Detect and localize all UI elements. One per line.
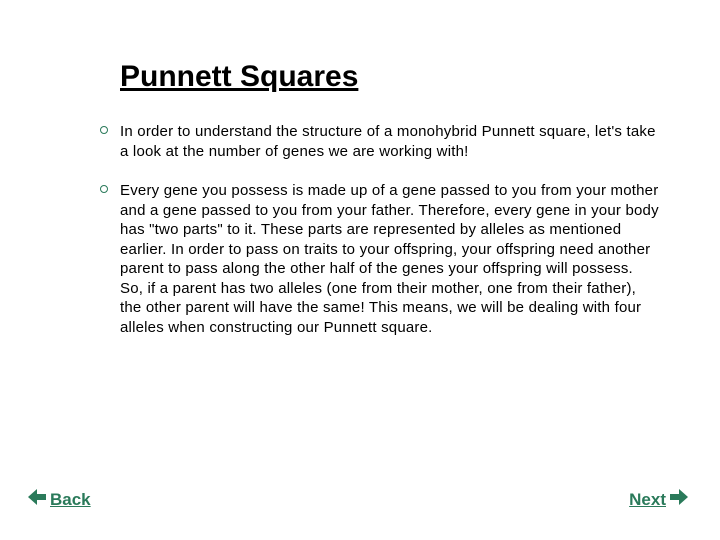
paragraph-1: In order to understand the structure of … [120,122,660,161]
back-button[interactable]: Back [28,489,91,510]
page-title: Punnett Squares [120,60,660,94]
bullet-block-2: Every gene you possess is made up of a g… [120,181,660,337]
bullet-icon [100,185,108,193]
back-label: Back [50,490,91,510]
bullet-icon [100,126,108,134]
next-button[interactable]: Next [629,489,688,510]
next-label: Next [629,490,666,510]
arrow-right-icon [670,489,688,510]
arrow-left-icon [28,489,46,510]
paragraph-2: Every gene you possess is made up of a g… [120,181,660,337]
slide-container: Punnett Squares In order to understand t… [0,0,720,540]
bullet-block-1: In order to understand the structure of … [120,122,660,161]
